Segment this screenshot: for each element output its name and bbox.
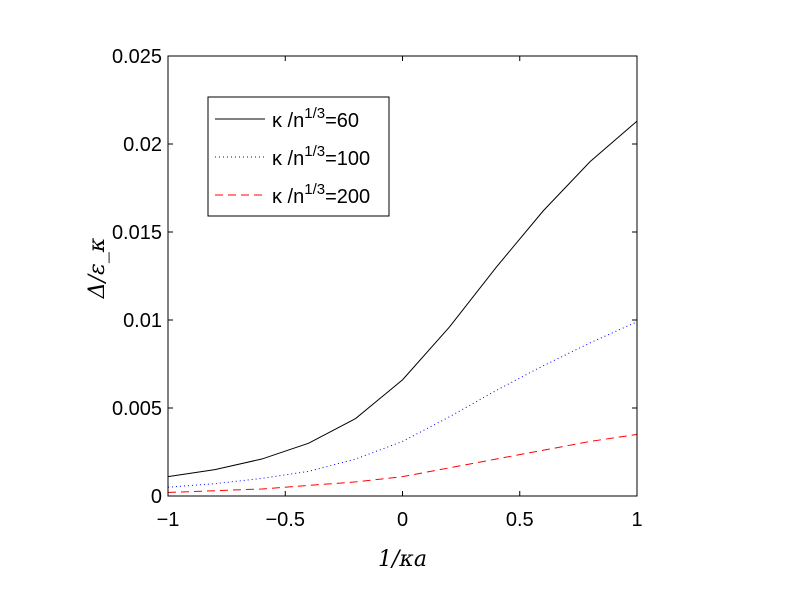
axes: −1 −0.5 0 0.5 1 0 0.005 0.01 0.015 0.02 0.025 <box>112 46 643 531</box>
legend-box <box>207 96 390 217</box>
y-tick-label: 0.02 <box>123 134 162 156</box>
y-tick-label: 0 <box>151 486 162 508</box>
x-tick-label: −0.5 <box>266 509 305 531</box>
legend-label-2: κ /n1/3=100 <box>272 143 370 170</box>
series-line-3 <box>167 433 638 493</box>
y-axis-label: Δ/ε_κ <box>85 237 110 299</box>
x-tick-label: 0 <box>397 509 408 531</box>
x-axis-label: 1/κa <box>378 547 427 572</box>
series-line-2 <box>167 321 638 488</box>
y-tick-label: 0.015 <box>112 222 162 244</box>
y-tick-label: 0.005 <box>112 398 162 420</box>
plot-area <box>167 120 638 493</box>
y-tick-label: 0.025 <box>112 46 162 68</box>
y-tick-label: 0.01 <box>123 310 162 332</box>
x-tick-label: 1 <box>631 509 642 531</box>
x-tick-label: −1 <box>157 509 180 531</box>
series-line-1 <box>167 120 638 478</box>
legend-label-1: κ /n1/3=60 <box>272 105 359 132</box>
legend-label-3: κ /n1/3=200 <box>272 181 370 208</box>
legend: κ /n1/3=60 κ /n1/3=100 κ /n1/3=200 <box>207 96 390 217</box>
x-tick-label: 0.5 <box>506 509 534 531</box>
